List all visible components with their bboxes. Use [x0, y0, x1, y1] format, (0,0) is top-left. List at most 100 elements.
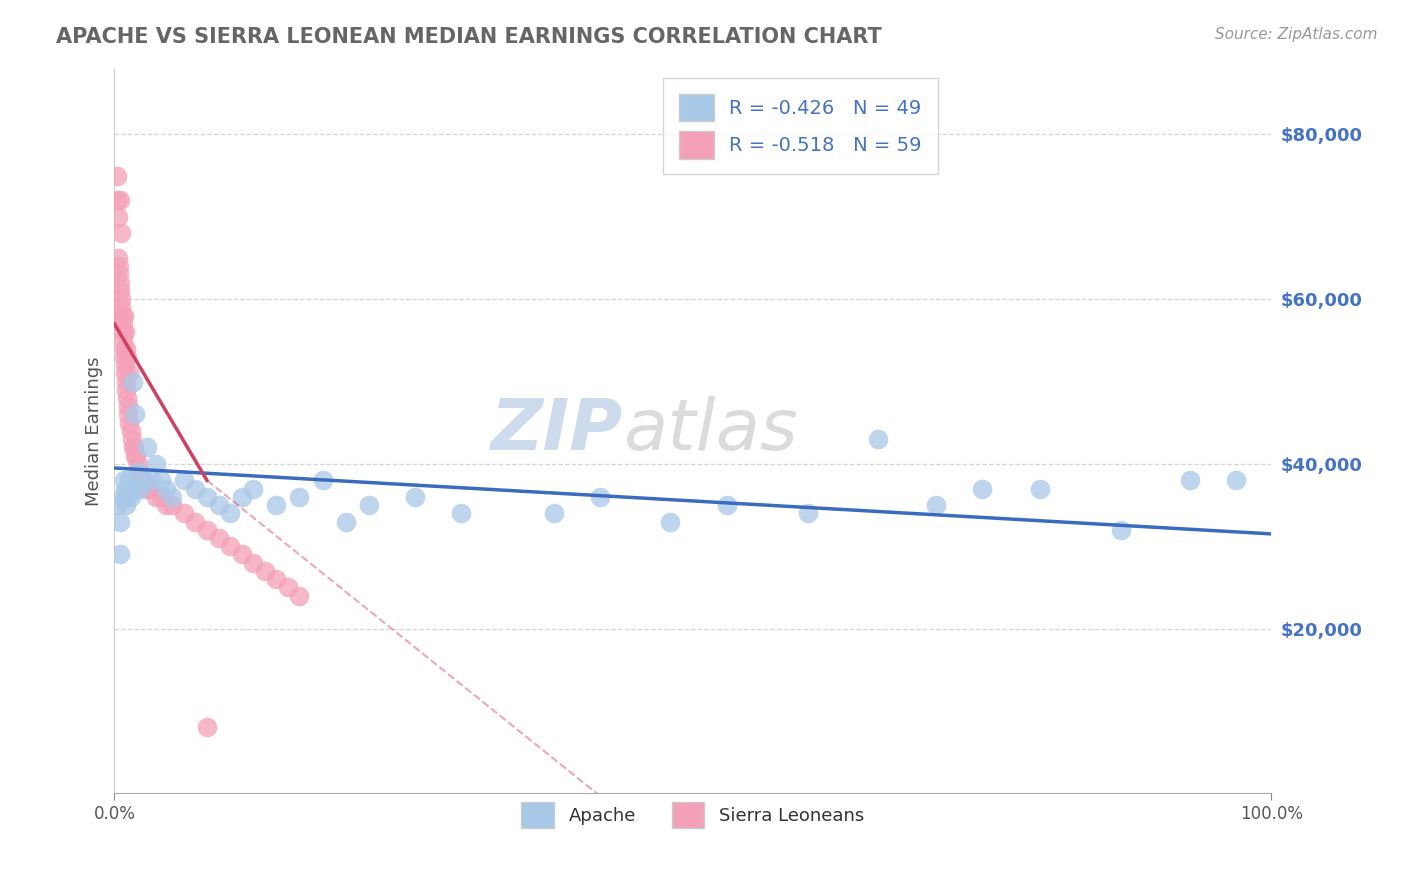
Point [1029, 482, 1052, 496]
Point [357, 498, 380, 512]
Point [266, 572, 288, 586]
Point [128, 465, 150, 479]
Text: Source: ZipAtlas.com: Source: ZipAtlas.com [1215, 27, 1378, 42]
Point [120, 424, 142, 438]
Point [404, 490, 426, 504]
Point [115, 375, 138, 389]
Point [125, 449, 148, 463]
Point [155, 498, 177, 512]
Point [335, 515, 357, 529]
Point [162, 490, 184, 504]
Point [1109, 523, 1132, 537]
Point [122, 441, 145, 455]
Point [135, 441, 157, 455]
Point [970, 482, 993, 496]
Point [114, 482, 136, 496]
Point [111, 334, 134, 348]
Point [121, 432, 143, 446]
Point [118, 474, 141, 488]
Point [110, 292, 132, 306]
Y-axis label: Median Earnings: Median Earnings [86, 356, 103, 506]
Point [114, 366, 136, 380]
Legend: Apache, Sierra Leoneans: Apache, Sierra Leoneans [515, 795, 872, 835]
Point [124, 408, 146, 422]
Point [195, 721, 218, 735]
Point [111, 490, 134, 504]
Point [184, 482, 207, 496]
Point [135, 482, 157, 496]
Point [231, 548, 253, 562]
Point [111, 317, 134, 331]
Point [207, 531, 229, 545]
Point [132, 474, 155, 488]
Point [145, 490, 167, 504]
Point [111, 309, 134, 323]
Point [115, 391, 138, 405]
Point [115, 342, 138, 356]
Point [162, 498, 184, 512]
Point [589, 490, 612, 504]
Point [118, 366, 141, 380]
Point [111, 325, 134, 339]
Point [107, 251, 129, 265]
Point [658, 515, 681, 529]
Point [104, 309, 127, 323]
Point [207, 498, 229, 512]
Point [118, 416, 141, 430]
Point [450, 506, 472, 520]
Point [105, 194, 128, 208]
Point [797, 506, 820, 520]
Point [121, 482, 143, 496]
Point [107, 210, 129, 224]
Point [716, 498, 738, 512]
Point [108, 268, 131, 282]
Text: atlas: atlas [623, 396, 799, 466]
Point [184, 515, 207, 529]
Point [925, 498, 948, 512]
Point [114, 358, 136, 372]
Point [112, 350, 135, 364]
Point [110, 301, 132, 315]
Point [108, 276, 131, 290]
Point [108, 194, 131, 208]
Point [115, 350, 138, 364]
Point [128, 482, 150, 496]
Point [115, 490, 138, 504]
Point [242, 482, 264, 496]
Point [120, 490, 142, 504]
Point [219, 539, 242, 553]
Point [231, 490, 253, 504]
Point [173, 474, 195, 488]
Point [145, 457, 167, 471]
Point [242, 556, 264, 570]
Point [866, 432, 889, 446]
Point [110, 226, 132, 240]
Point [112, 309, 135, 323]
Point [288, 589, 311, 603]
Point [277, 581, 299, 595]
Point [253, 564, 276, 578]
Point [117, 399, 139, 413]
Point [115, 383, 138, 397]
Point [105, 169, 128, 183]
Point [195, 490, 218, 504]
Point [1180, 474, 1202, 488]
Point [108, 284, 131, 298]
Point [108, 515, 131, 529]
Point [149, 490, 172, 504]
Point [173, 506, 195, 520]
Point [141, 482, 163, 496]
Point [108, 548, 131, 562]
Point [1225, 474, 1247, 488]
Point [122, 375, 145, 389]
Point [108, 259, 131, 273]
Point [195, 523, 218, 537]
Point [117, 482, 139, 496]
Point [114, 325, 136, 339]
Point [127, 457, 149, 471]
Point [141, 474, 163, 488]
Point [543, 506, 565, 520]
Point [112, 474, 135, 488]
Point [107, 498, 129, 512]
Point [117, 408, 139, 422]
